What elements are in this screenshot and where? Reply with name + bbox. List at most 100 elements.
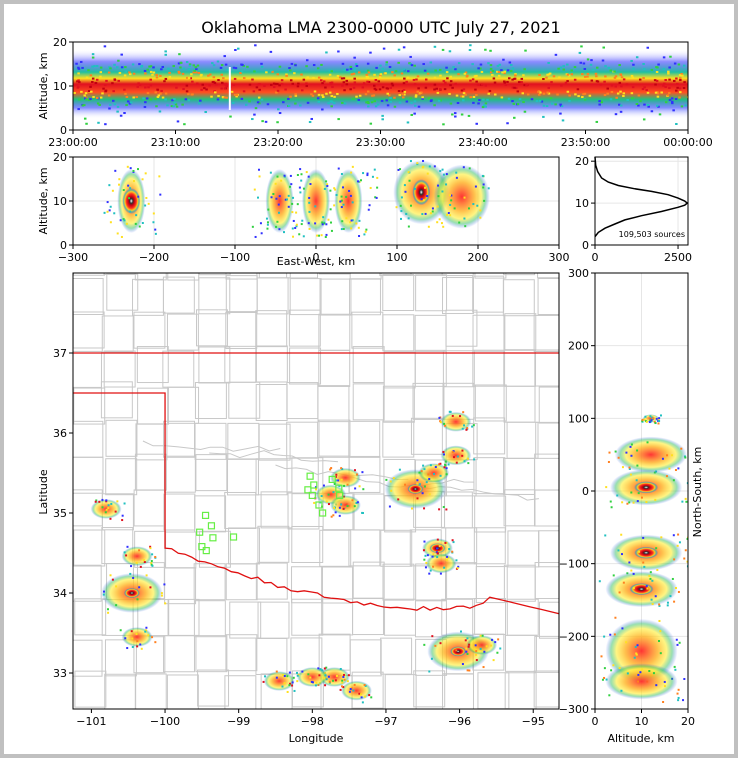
lightning-source-point <box>144 72 147 75</box>
north-south-source-point <box>678 641 681 644</box>
map-source-point <box>339 667 342 670</box>
lightning-source-point <box>215 83 218 86</box>
east-west-source-point <box>144 172 147 175</box>
north-south-source-point <box>616 494 619 497</box>
state-boundary <box>73 352 559 615</box>
lightning-source-point <box>277 108 280 111</box>
lightning-source-point <box>317 100 321 103</box>
lightning-source-point <box>235 95 238 98</box>
lightning-source-point <box>329 83 333 86</box>
east-west-source-point <box>274 182 277 185</box>
lightning-source-point <box>128 71 131 74</box>
east-west-source-point <box>120 235 123 238</box>
lightning-source-point <box>620 85 623 88</box>
north-south-source-point <box>656 568 659 571</box>
histogram-frame <box>594 156 689 246</box>
map-source-point <box>160 592 163 595</box>
lightning-source-point <box>229 115 232 118</box>
north-south-source-point <box>622 581 625 584</box>
map-source-point <box>107 504 110 507</box>
lightning-source-point <box>678 96 681 99</box>
lightning-source-point <box>349 67 353 70</box>
lightning-source-point <box>679 91 682 94</box>
map-source-point <box>301 670 304 673</box>
lightning-source-point <box>149 65 153 68</box>
lightning-source-point <box>388 65 392 68</box>
lma-station-marker <box>209 534 217 542</box>
lightning-source-point <box>643 86 646 89</box>
latitude-tick-label: 35 <box>53 507 67 520</box>
east-west-source-point <box>351 201 354 204</box>
lightning-source-point <box>256 83 260 86</box>
county-boundary <box>225 273 258 280</box>
lightning-source-point <box>155 76 159 79</box>
north-south-source-point <box>613 633 616 636</box>
map-source-point <box>105 508 108 511</box>
lightning-source-point <box>620 76 624 79</box>
lightning-source-point <box>439 99 442 102</box>
lightning-source-point <box>619 90 622 93</box>
east-west-source-point <box>154 228 157 231</box>
north-south-source-point <box>620 533 623 536</box>
map-source-point <box>443 566 446 569</box>
map-source-point <box>468 669 471 672</box>
lightning-source-point <box>385 87 389 90</box>
lightning-source-point <box>487 92 491 95</box>
east-west-source-point <box>400 210 403 213</box>
lightning-source-point <box>583 98 587 101</box>
north-south-source-point <box>636 644 639 647</box>
map-source-point <box>416 497 419 500</box>
lightning-source-point <box>221 81 224 84</box>
map-source-point <box>107 611 110 614</box>
lightning-source-point <box>650 68 654 71</box>
lightning-source-point <box>389 86 392 89</box>
lightning-source-point <box>445 66 448 69</box>
lightning-source-point <box>664 86 667 89</box>
lightning-source-point <box>175 105 179 108</box>
lightning-source-point <box>287 97 290 100</box>
lightning-source-point <box>416 90 420 93</box>
lightning-source-point <box>680 72 683 75</box>
map-source-point <box>317 667 320 670</box>
lightning-source-point <box>353 77 356 80</box>
lightning-source-point <box>367 81 371 84</box>
lightning-source-point <box>203 87 206 90</box>
map-source-point <box>430 657 433 660</box>
lightning-source-point <box>506 80 509 83</box>
county-boundary <box>73 278 104 316</box>
lightning-source-point <box>417 87 420 90</box>
county-boundary <box>103 273 136 275</box>
longitude-tick-label: −96 <box>448 715 471 728</box>
east-west-source-point <box>109 221 112 224</box>
map-source-cluster <box>440 411 472 432</box>
lightning-source-point <box>554 103 557 106</box>
lightning-source-point <box>405 100 409 103</box>
lightning-source-point <box>662 56 666 59</box>
north-south-source-point <box>649 415 652 418</box>
lightning-source-point <box>402 96 405 99</box>
lma-station-marker <box>304 486 312 494</box>
lightning-source-point <box>333 95 336 98</box>
lightning-source-point <box>232 83 236 86</box>
east-west-source-point <box>256 196 259 199</box>
east-west-source-point <box>278 195 281 198</box>
map-source-point <box>423 468 426 471</box>
lightning-source-point <box>234 67 238 70</box>
lightning-source-point <box>550 81 553 84</box>
east-west-source-point <box>289 174 292 177</box>
lightning-source-point <box>107 94 111 97</box>
histogram-plot-area <box>595 157 688 245</box>
map-source-point <box>109 574 112 577</box>
county-boundary <box>349 273 382 280</box>
lightning-source-point <box>149 84 153 87</box>
lightning-source-point <box>678 87 682 90</box>
east-west-source-point <box>106 201 109 204</box>
map-source-point <box>473 458 476 461</box>
lightning-source-point <box>328 69 331 72</box>
map-source-point <box>123 551 126 554</box>
lightning-source-point <box>502 58 505 61</box>
lightning-source-point <box>140 65 143 68</box>
east-west-source-point <box>329 189 332 192</box>
map-source-point <box>286 690 289 693</box>
